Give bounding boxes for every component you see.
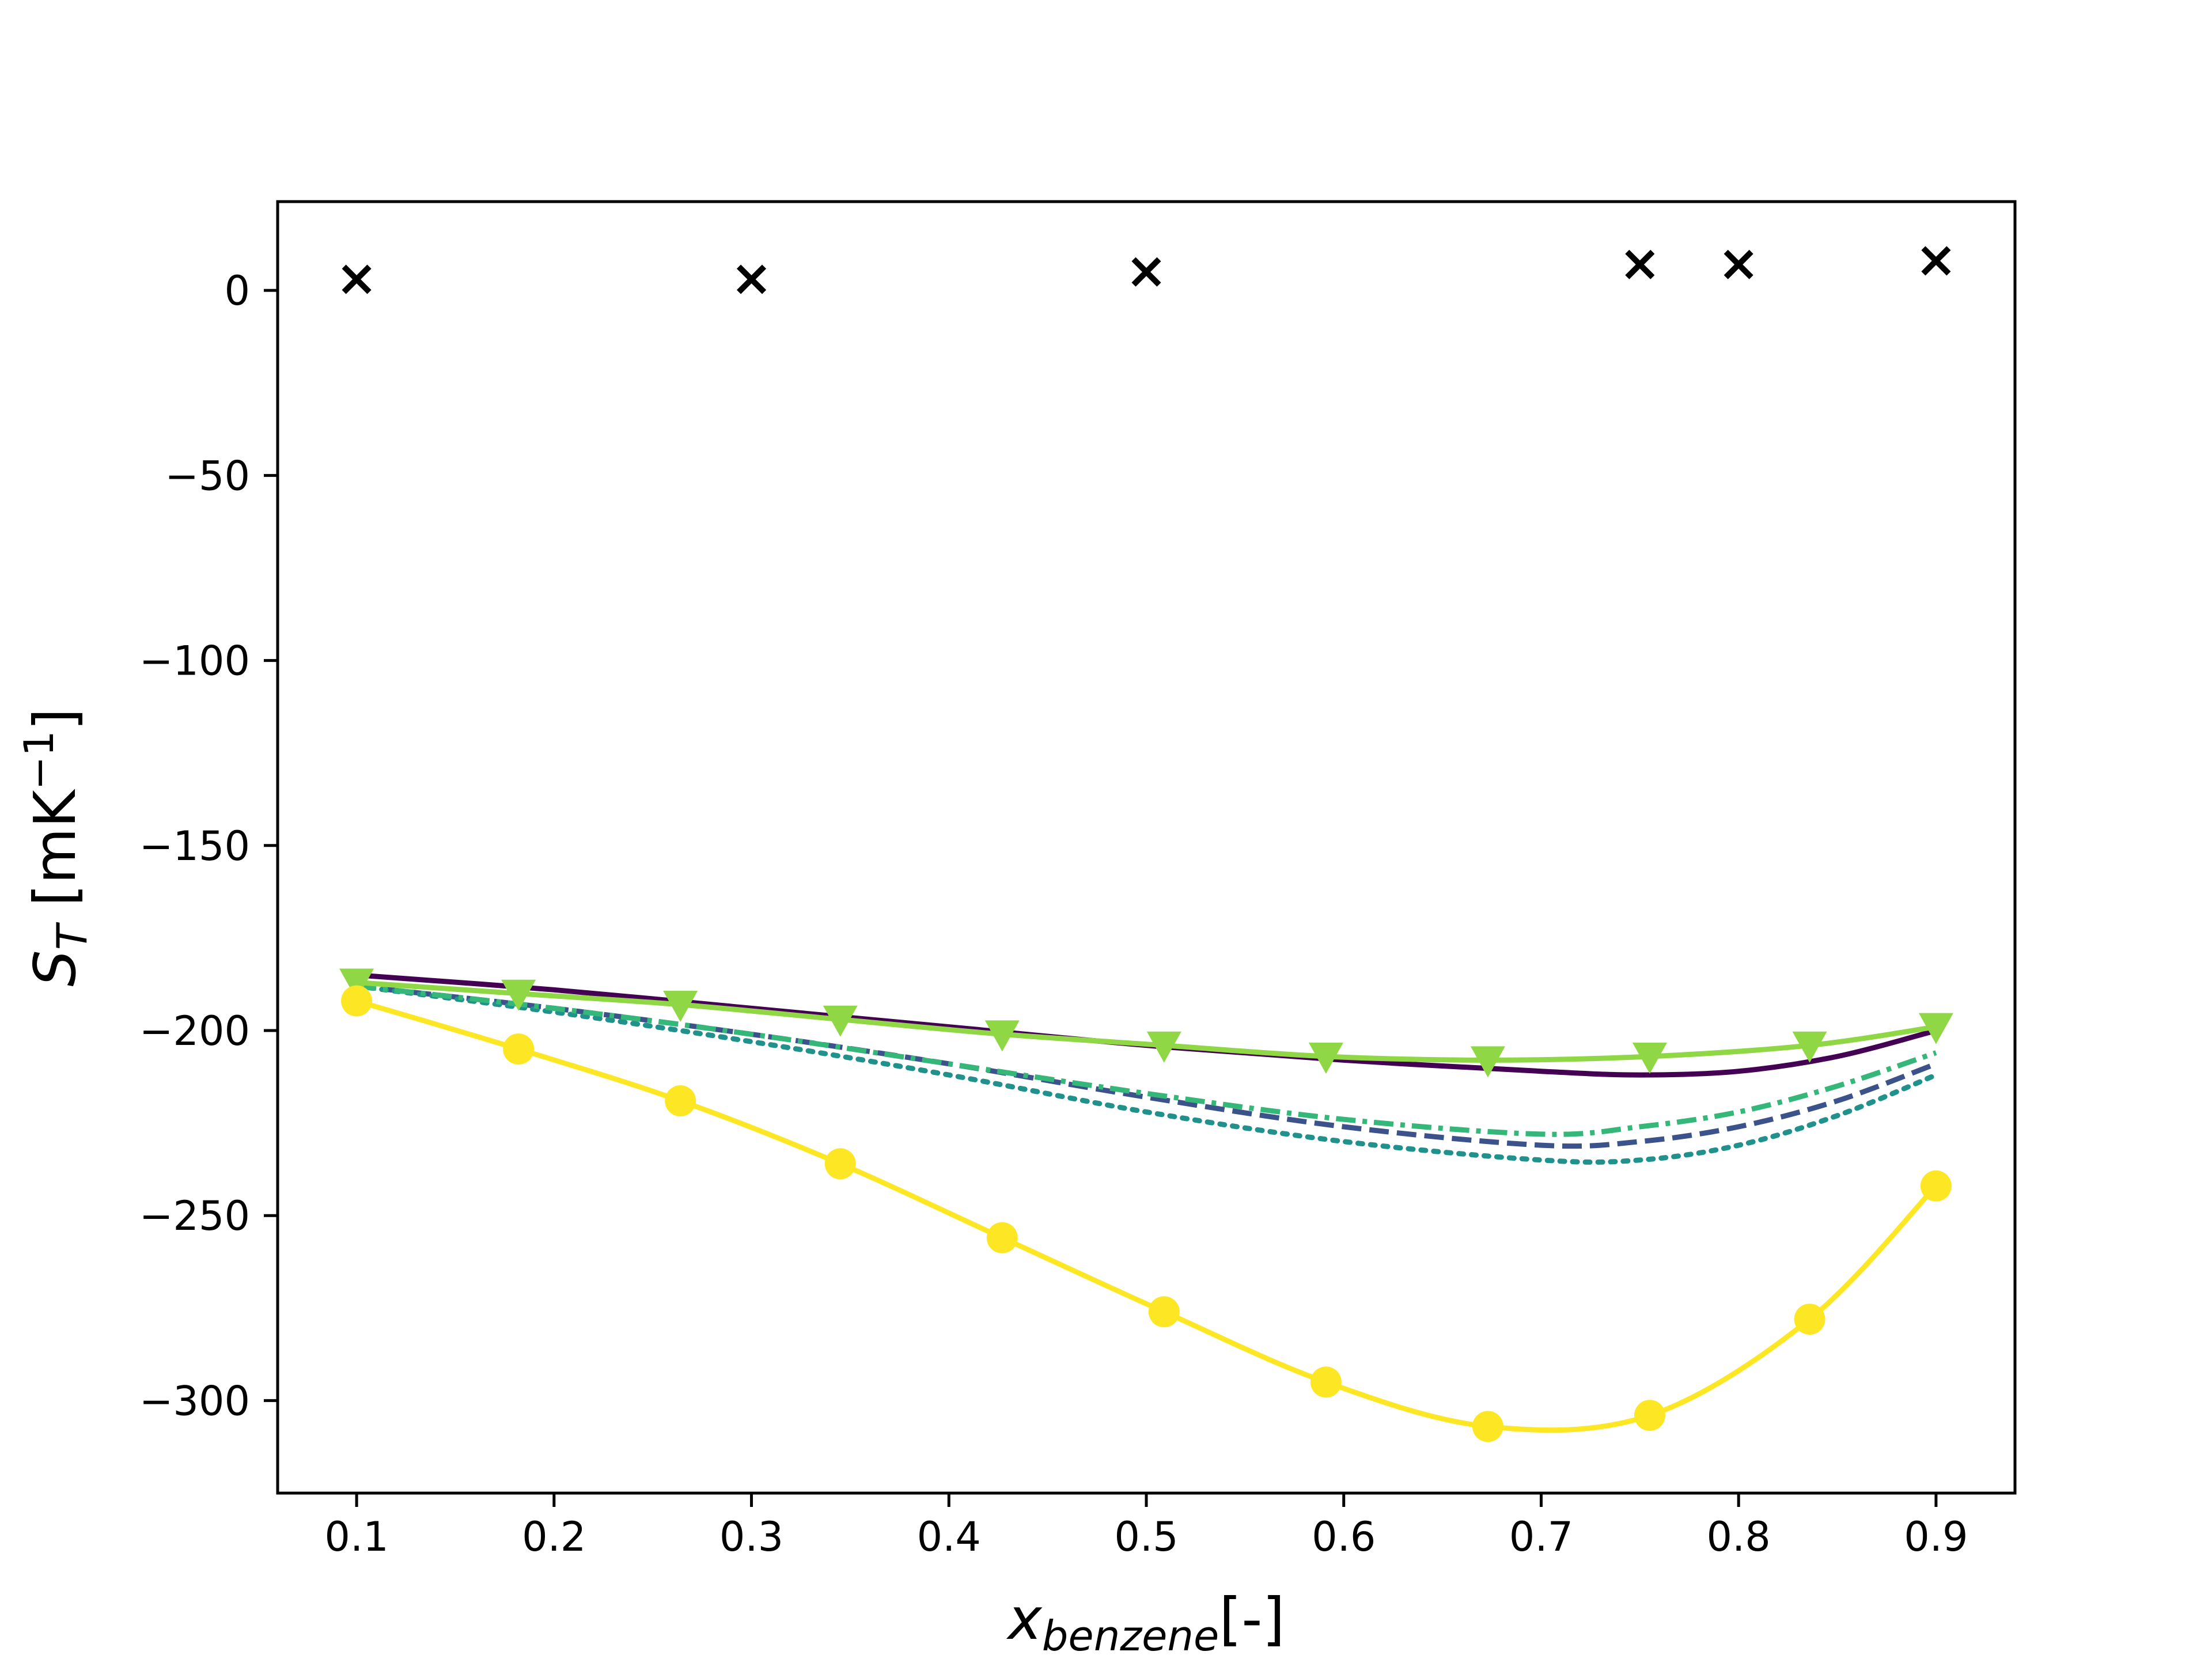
y-tick-label: −100 bbox=[139, 638, 250, 685]
x-marker-stroke bbox=[1625, 249, 1655, 279]
x-tick-label: 0.6 bbox=[1312, 1513, 1376, 1560]
x-axis-label-main: x bbox=[1006, 1585, 1043, 1653]
triangle-marker bbox=[1632, 1042, 1667, 1074]
circle-marker bbox=[1794, 1304, 1825, 1335]
y-axis-ticks: 0 −50 −100 −150 −200 −250 −300 bbox=[139, 267, 278, 1425]
x-axis-label-sub: benzene bbox=[1042, 1612, 1219, 1659]
circle-marker bbox=[1148, 1296, 1180, 1328]
series-3-line bbox=[354, 983, 1939, 1165]
y-tick-label: 0 bbox=[224, 267, 250, 315]
triangle-marker bbox=[1792, 1031, 1827, 1063]
plot-area bbox=[339, 246, 1953, 1442]
triangle-marker bbox=[339, 968, 374, 1000]
x-tick-label: 0.9 bbox=[1904, 1513, 1968, 1560]
series-4-line bbox=[356, 983, 1937, 1137]
triangle-marker bbox=[1146, 1031, 1181, 1063]
circle-marker bbox=[1634, 1400, 1665, 1431]
series-4 bbox=[356, 983, 1937, 1137]
circle-marker bbox=[341, 985, 373, 1017]
y-tick-label: −200 bbox=[139, 1007, 250, 1055]
circle-marker bbox=[665, 1085, 696, 1117]
x-tick-label: 0.7 bbox=[1509, 1513, 1573, 1560]
y-axis-label-sub: T bbox=[48, 922, 96, 950]
x-marker-stroke bbox=[342, 264, 372, 294]
x-axis-label-suffix: [-] bbox=[1219, 1585, 1285, 1653]
x-marker-stroke bbox=[1724, 249, 1753, 279]
series-5 bbox=[339, 968, 1953, 1078]
x-axis-label: xbenzene[-] bbox=[1006, 1585, 1285, 1659]
series-0 bbox=[342, 246, 1951, 294]
triangle-marker bbox=[823, 1005, 858, 1037]
x-marker bbox=[1131, 257, 1161, 287]
x-axis-ticks: 0.1 0.2 0.3 0.4 0.5 0.6 0.7 0.8 0.9 bbox=[324, 1493, 1968, 1560]
x-marker-stroke bbox=[1131, 257, 1161, 287]
x-marker bbox=[1921, 246, 1951, 276]
y-axis-label-unit-prefix: [mK bbox=[21, 789, 89, 925]
x-tick-label: 0.3 bbox=[719, 1513, 783, 1560]
x-tick-label: 0.4 bbox=[917, 1513, 981, 1560]
triangle-marker bbox=[663, 991, 698, 1022]
circle-marker bbox=[503, 1033, 535, 1065]
circle-marker bbox=[986, 1222, 1018, 1253]
x-marker-stroke bbox=[1921, 246, 1951, 276]
x-tick-label: 0.8 bbox=[1707, 1513, 1771, 1560]
series-2 bbox=[356, 983, 1937, 1149]
axes-frame bbox=[276, 200, 2017, 1495]
x-marker bbox=[342, 264, 372, 294]
x-tick-label: 0.1 bbox=[324, 1513, 388, 1560]
x-marker-stroke bbox=[737, 264, 767, 294]
y-axis-label: ST [mK−1] bbox=[16, 708, 96, 986]
triangle-marker bbox=[1918, 1013, 1953, 1044]
x-tick-label: 0.5 bbox=[1114, 1513, 1178, 1560]
y-axis-label-main: S bbox=[21, 950, 89, 986]
y-axis-label-unit-suffix: ] bbox=[21, 708, 89, 730]
triangle-marker bbox=[501, 979, 536, 1011]
circle-marker bbox=[1310, 1366, 1342, 1398]
circle-marker bbox=[1920, 1170, 1952, 1202]
y-tick-label: −50 bbox=[165, 452, 250, 499]
circle-marker bbox=[1472, 1411, 1503, 1442]
y-axis-label-unit-sup: −1 bbox=[16, 730, 63, 790]
y-tick-label: −150 bbox=[139, 823, 250, 870]
series-6 bbox=[341, 985, 1952, 1442]
series-3 bbox=[354, 983, 1939, 1165]
x-marker bbox=[1625, 249, 1655, 279]
triangle-marker bbox=[984, 1020, 1020, 1052]
y-tick-label: −250 bbox=[139, 1192, 250, 1240]
y-tick-label: −300 bbox=[139, 1377, 250, 1425]
circle-marker bbox=[824, 1148, 856, 1180]
x-tick-label: 0.2 bbox=[522, 1513, 586, 1560]
triangle-marker bbox=[1470, 1046, 1505, 1078]
series-2-line bbox=[356, 983, 1937, 1149]
triangle-marker bbox=[1308, 1042, 1343, 1074]
x-marker bbox=[1724, 249, 1753, 279]
x-marker bbox=[737, 264, 767, 294]
